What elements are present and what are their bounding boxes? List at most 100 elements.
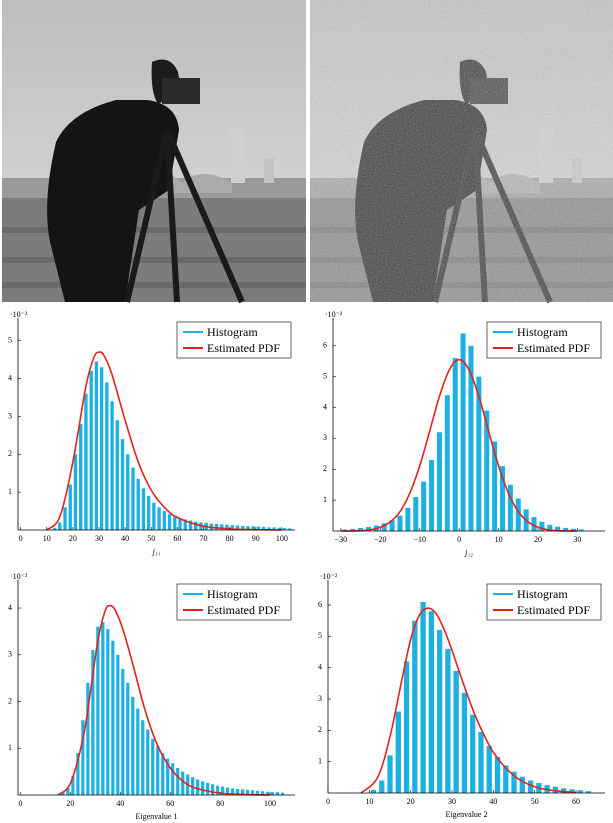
histogram-bar: [194, 521, 198, 530]
histogram-bar: [221, 786, 225, 795]
histogram-bar: [146, 729, 150, 795]
x-tick-label: 20: [534, 535, 542, 544]
histogram-bar: [277, 527, 281, 530]
histogram-bar: [429, 460, 435, 531]
histogram-bar: [120, 439, 125, 530]
histogram-bar: [214, 523, 219, 530]
legend: Histogram Estimated PDF: [176, 321, 292, 359]
x-tick-label: 100: [264, 799, 276, 808]
histogram-bar: [86, 682, 90, 795]
x-tick-label: 80: [216, 799, 224, 808]
histogram-bar: [405, 507, 411, 531]
histogram-bar: [99, 367, 104, 530]
histogram-bar: [89, 371, 93, 530]
histogram-bar: [492, 441, 498, 531]
histogram-bar: [570, 528, 576, 531]
histogram-bar: [569, 789, 575, 793]
histogram-bar: [110, 401, 114, 530]
histogram-bar: [157, 507, 161, 530]
x-tick-label: −10: [413, 535, 426, 544]
legend-label: Histogram: [207, 325, 258, 339]
histogram-bar: [141, 488, 146, 530]
histogram-bar: [370, 789, 377, 793]
histogram-bar: [101, 622, 105, 795]
chart: −30 −20 −10 0 10 20 30 1 2 3 4 5 6 ·10⁻² j₁₂ Histogram E…: [323, 310, 605, 557]
histogram-bar: [156, 745, 160, 795]
histogram-bar: [79, 424, 83, 530]
y-tick-label: 4: [8, 603, 12, 612]
histogram-bar: [63, 507, 67, 530]
y-multiplier: ·10⁻²: [10, 310, 28, 319]
histogram-bar: [136, 708, 140, 795]
x-tick-label: 20: [407, 797, 415, 806]
histogram-bar: [350, 528, 356, 531]
histogram-bar: [413, 497, 419, 531]
histogram-bar: [250, 790, 255, 795]
histogram-bar: [173, 516, 177, 530]
x-tick-label: 80: [226, 534, 234, 543]
histogram-bar: [461, 692, 468, 793]
histogram-bar: [116, 654, 120, 795]
histogram-bar: [272, 527, 276, 530]
legend-label: Histogram: [207, 587, 258, 601]
histogram-bar: [141, 720, 145, 795]
histogram-bar: [111, 640, 115, 795]
y-tick-label: 5: [8, 336, 12, 345]
histogram-bar: [275, 792, 280, 795]
histogram-bar: [126, 454, 130, 530]
histogram-bar: [71, 776, 75, 795]
histogram-bar: [206, 782, 210, 795]
histogram-bar: [453, 670, 459, 793]
histogram-bar: [246, 526, 250, 530]
pdf-line: [46, 351, 282, 531]
original-photo: [2, 0, 306, 302]
histogram-bar: [282, 528, 287, 530]
x-tick-label: 30: [448, 797, 456, 806]
histogram-bar: [240, 789, 245, 795]
x-tick-label: 10: [495, 535, 503, 544]
legend-box: [176, 321, 292, 359]
x-tick-label: 0: [326, 797, 330, 806]
histogram-bar: [445, 648, 451, 793]
x-tick-label: 30: [573, 535, 581, 544]
histogram-bar: [68, 484, 72, 530]
histogram-bar: [178, 518, 182, 530]
histogram-bar: [76, 752, 80, 795]
histogram-bar: [468, 345, 474, 531]
pdf-line: [57, 604, 271, 796]
histogram-bar: [511, 771, 517, 793]
histogram-bar: [403, 661, 410, 793]
histogram-bar: [220, 524, 224, 530]
histogram-bar: [555, 526, 561, 531]
histogram-bar: [585, 791, 592, 793]
legend-box: [486, 583, 602, 621]
histogram-bar: [66, 787, 70, 795]
noisy-photo: [310, 0, 613, 302]
x-axis-label: Eigenvalue 2: [446, 810, 488, 819]
histogram-bar: [561, 788, 567, 793]
y-tick-label: 3: [8, 411, 12, 420]
x-tick-label: 90: [252, 534, 260, 543]
chart: 0 10 20 30 40 50 60 70 80 90 100 1 2 3 4 5 ·10⁻² j₁₁ Histo…: [8, 310, 295, 556]
histogram-bar: [476, 376, 482, 531]
histogram-bar: [484, 410, 490, 531]
histogram-bar: [478, 731, 484, 793]
histogram-bar: [183, 519, 187, 530]
x-tick-label: 50: [147, 534, 155, 543]
histogram-bar: [503, 765, 509, 793]
histogram-bar: [245, 789, 250, 795]
histogram-bar: [527, 780, 534, 793]
histogram-bar: [397, 515, 403, 531]
histogram-bar: [412, 620, 418, 793]
x-axis-label: j₁₁: [152, 547, 161, 556]
histogram-bar: [136, 478, 140, 530]
x-tick-label: 50: [531, 797, 539, 806]
histogram-bar: [131, 467, 135, 530]
histogram-bar: [420, 601, 426, 793]
histogram-bar: [494, 756, 501, 793]
histogram-bar: [421, 481, 427, 531]
histogram-bar: [161, 752, 165, 795]
histogram-bar: [188, 520, 193, 530]
pdf-line: [340, 358, 578, 532]
x-tick-label: 40: [116, 799, 124, 808]
